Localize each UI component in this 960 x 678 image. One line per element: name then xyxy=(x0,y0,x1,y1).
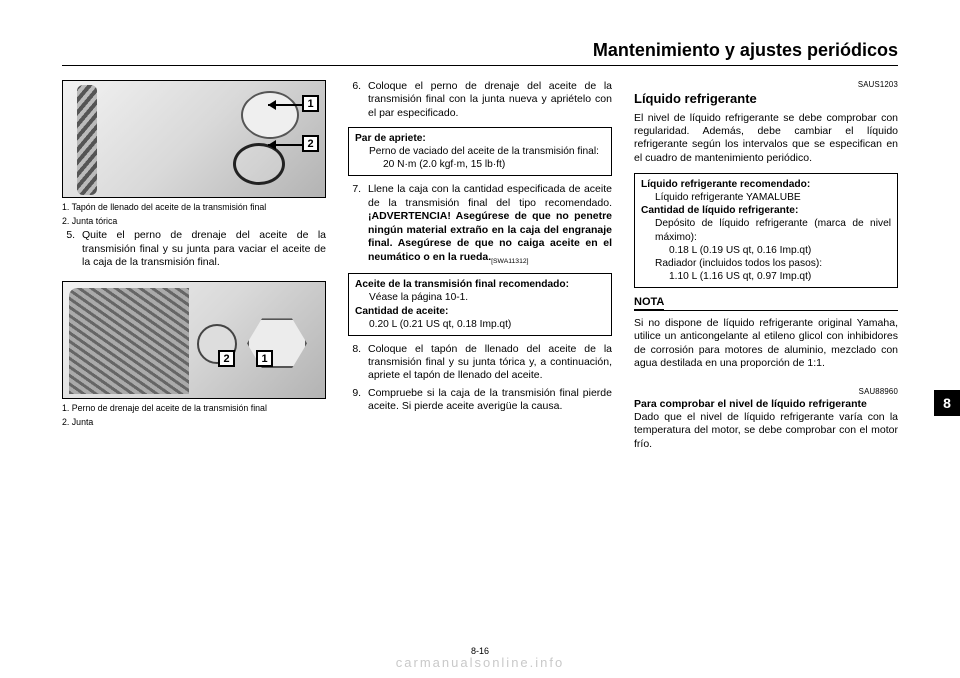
step-7-warning: ¡ADVERTENCIA! Asegúrese de que no penetr… xyxy=(368,210,612,262)
step-7: Llene la caja con la cantidad especifica… xyxy=(364,183,612,266)
box-value: 0.20 L (0.21 US qt, 0.18 Imp.qt) xyxy=(355,318,605,331)
section-intro: El nivel de líquido refrigerante se debe… xyxy=(634,112,898,166)
chapter-tab: 8 xyxy=(934,390,960,416)
column-1: 1 2 1. Tapón de llenado del aceite de la… xyxy=(62,80,326,451)
callout-2: 2 xyxy=(218,350,235,367)
figure-caption: 1. Tapón de llenado del aceite de la tra… xyxy=(62,202,326,213)
column-2: Coloque el perno de drenaje del aceite d… xyxy=(348,80,612,451)
step-8: Coloque el tapón de llenado del aceite d… xyxy=(364,343,612,383)
step-5: Quite el perno de drenaje del aceite de … xyxy=(78,229,326,269)
box-value: Líquido refrigerante YAMALUBE xyxy=(641,191,891,204)
warning-ref: [SWA11312] xyxy=(491,258,528,265)
sub-text: Dado que el nivel de líquido refrigerant… xyxy=(634,411,898,451)
section-heading: Líquido refrigerante xyxy=(634,91,898,108)
figure-caption: 1. Perno de drenaje del aceite de la tra… xyxy=(62,403,326,414)
box-item: Perno de vaciado del aceite de la transm… xyxy=(355,145,605,158)
steps-list: Coloque el perno de drenaje del aceite d… xyxy=(348,80,612,120)
coolant-spec-box: Líquido refrigerante recomendado: Líquid… xyxy=(634,173,898,287)
oil-spec-box: Aceite de la transmisión final recomenda… xyxy=(348,273,612,335)
step-9: Compruebe si la caja de la transmisión f… xyxy=(364,387,612,414)
nota-header: NOTA xyxy=(634,295,898,311)
figure-oil-fill-cap: 1 2 xyxy=(62,80,326,198)
box-label: Cantidad de aceite: xyxy=(355,306,448,317)
box-value: 0.18 L (0.19 US qt, 0.16 Imp.qt) xyxy=(641,244,891,257)
figure-caption: 2. Junta tórica xyxy=(62,216,326,227)
box-label: Cantidad de líquido refrigerante: xyxy=(641,205,798,216)
step-6: Coloque el perno de drenaje del aceite d… xyxy=(364,80,612,120)
nota-text: Si no dispone de líquido refrigerante or… xyxy=(634,317,898,371)
page-title: Mantenimiento y ajustes periódicos xyxy=(62,40,898,66)
box-label: Aceite de la transmisión final recomenda… xyxy=(355,279,569,290)
steps-list: Quite el perno de drenaje del aceite de … xyxy=(62,229,326,269)
callout-2: 2 xyxy=(302,135,319,152)
callout-1: 1 xyxy=(256,350,273,367)
nota-label: NOTA xyxy=(634,295,664,310)
callout-1: 1 xyxy=(302,95,319,112)
manual-page: Mantenimiento y ajustes periódicos 1 2 1… xyxy=(0,0,960,678)
reference-code: SAU88960 xyxy=(634,387,898,397)
box-item: Radiador (incluidos todos los pasos): xyxy=(641,257,891,270)
sub-heading: Para comprobar el nivel de líquido refri… xyxy=(634,398,898,411)
torque-spec-box: Par de apriete: Perno de vaciado del ace… xyxy=(348,127,612,176)
step-7-text: Llene la caja con la cantidad especifica… xyxy=(368,183,612,208)
column-3: SAUS1203 Líquido refrigerante El nivel d… xyxy=(634,80,898,451)
box-item: Depósito de líquido refrigerante (marca … xyxy=(641,217,891,243)
box-value: 1.10 L (1.16 US qt, 0.97 Imp.qt) xyxy=(641,270,891,283)
box-value: Véase la página 10-1. xyxy=(355,291,605,304)
steps-list: Llene la caja con la cantidad especifica… xyxy=(348,183,612,266)
box-label: Par de apriete: xyxy=(355,133,426,144)
content-columns: 1 2 1. Tapón de llenado del aceite de la… xyxy=(62,80,898,451)
reference-code: SAUS1203 xyxy=(634,80,898,90)
watermark: carmanualsonline.info xyxy=(0,655,960,670)
box-value: 20 N·m (2.0 kgf·m, 15 lb·ft) xyxy=(355,158,605,171)
figure-drain-bolt: 2 1 xyxy=(62,281,326,399)
steps-list: Coloque el tapón de llenado del aceite d… xyxy=(348,343,612,414)
box-label: Líquido refrigerante recomendado: xyxy=(641,179,810,190)
figure-caption: 2. Junta xyxy=(62,417,326,428)
